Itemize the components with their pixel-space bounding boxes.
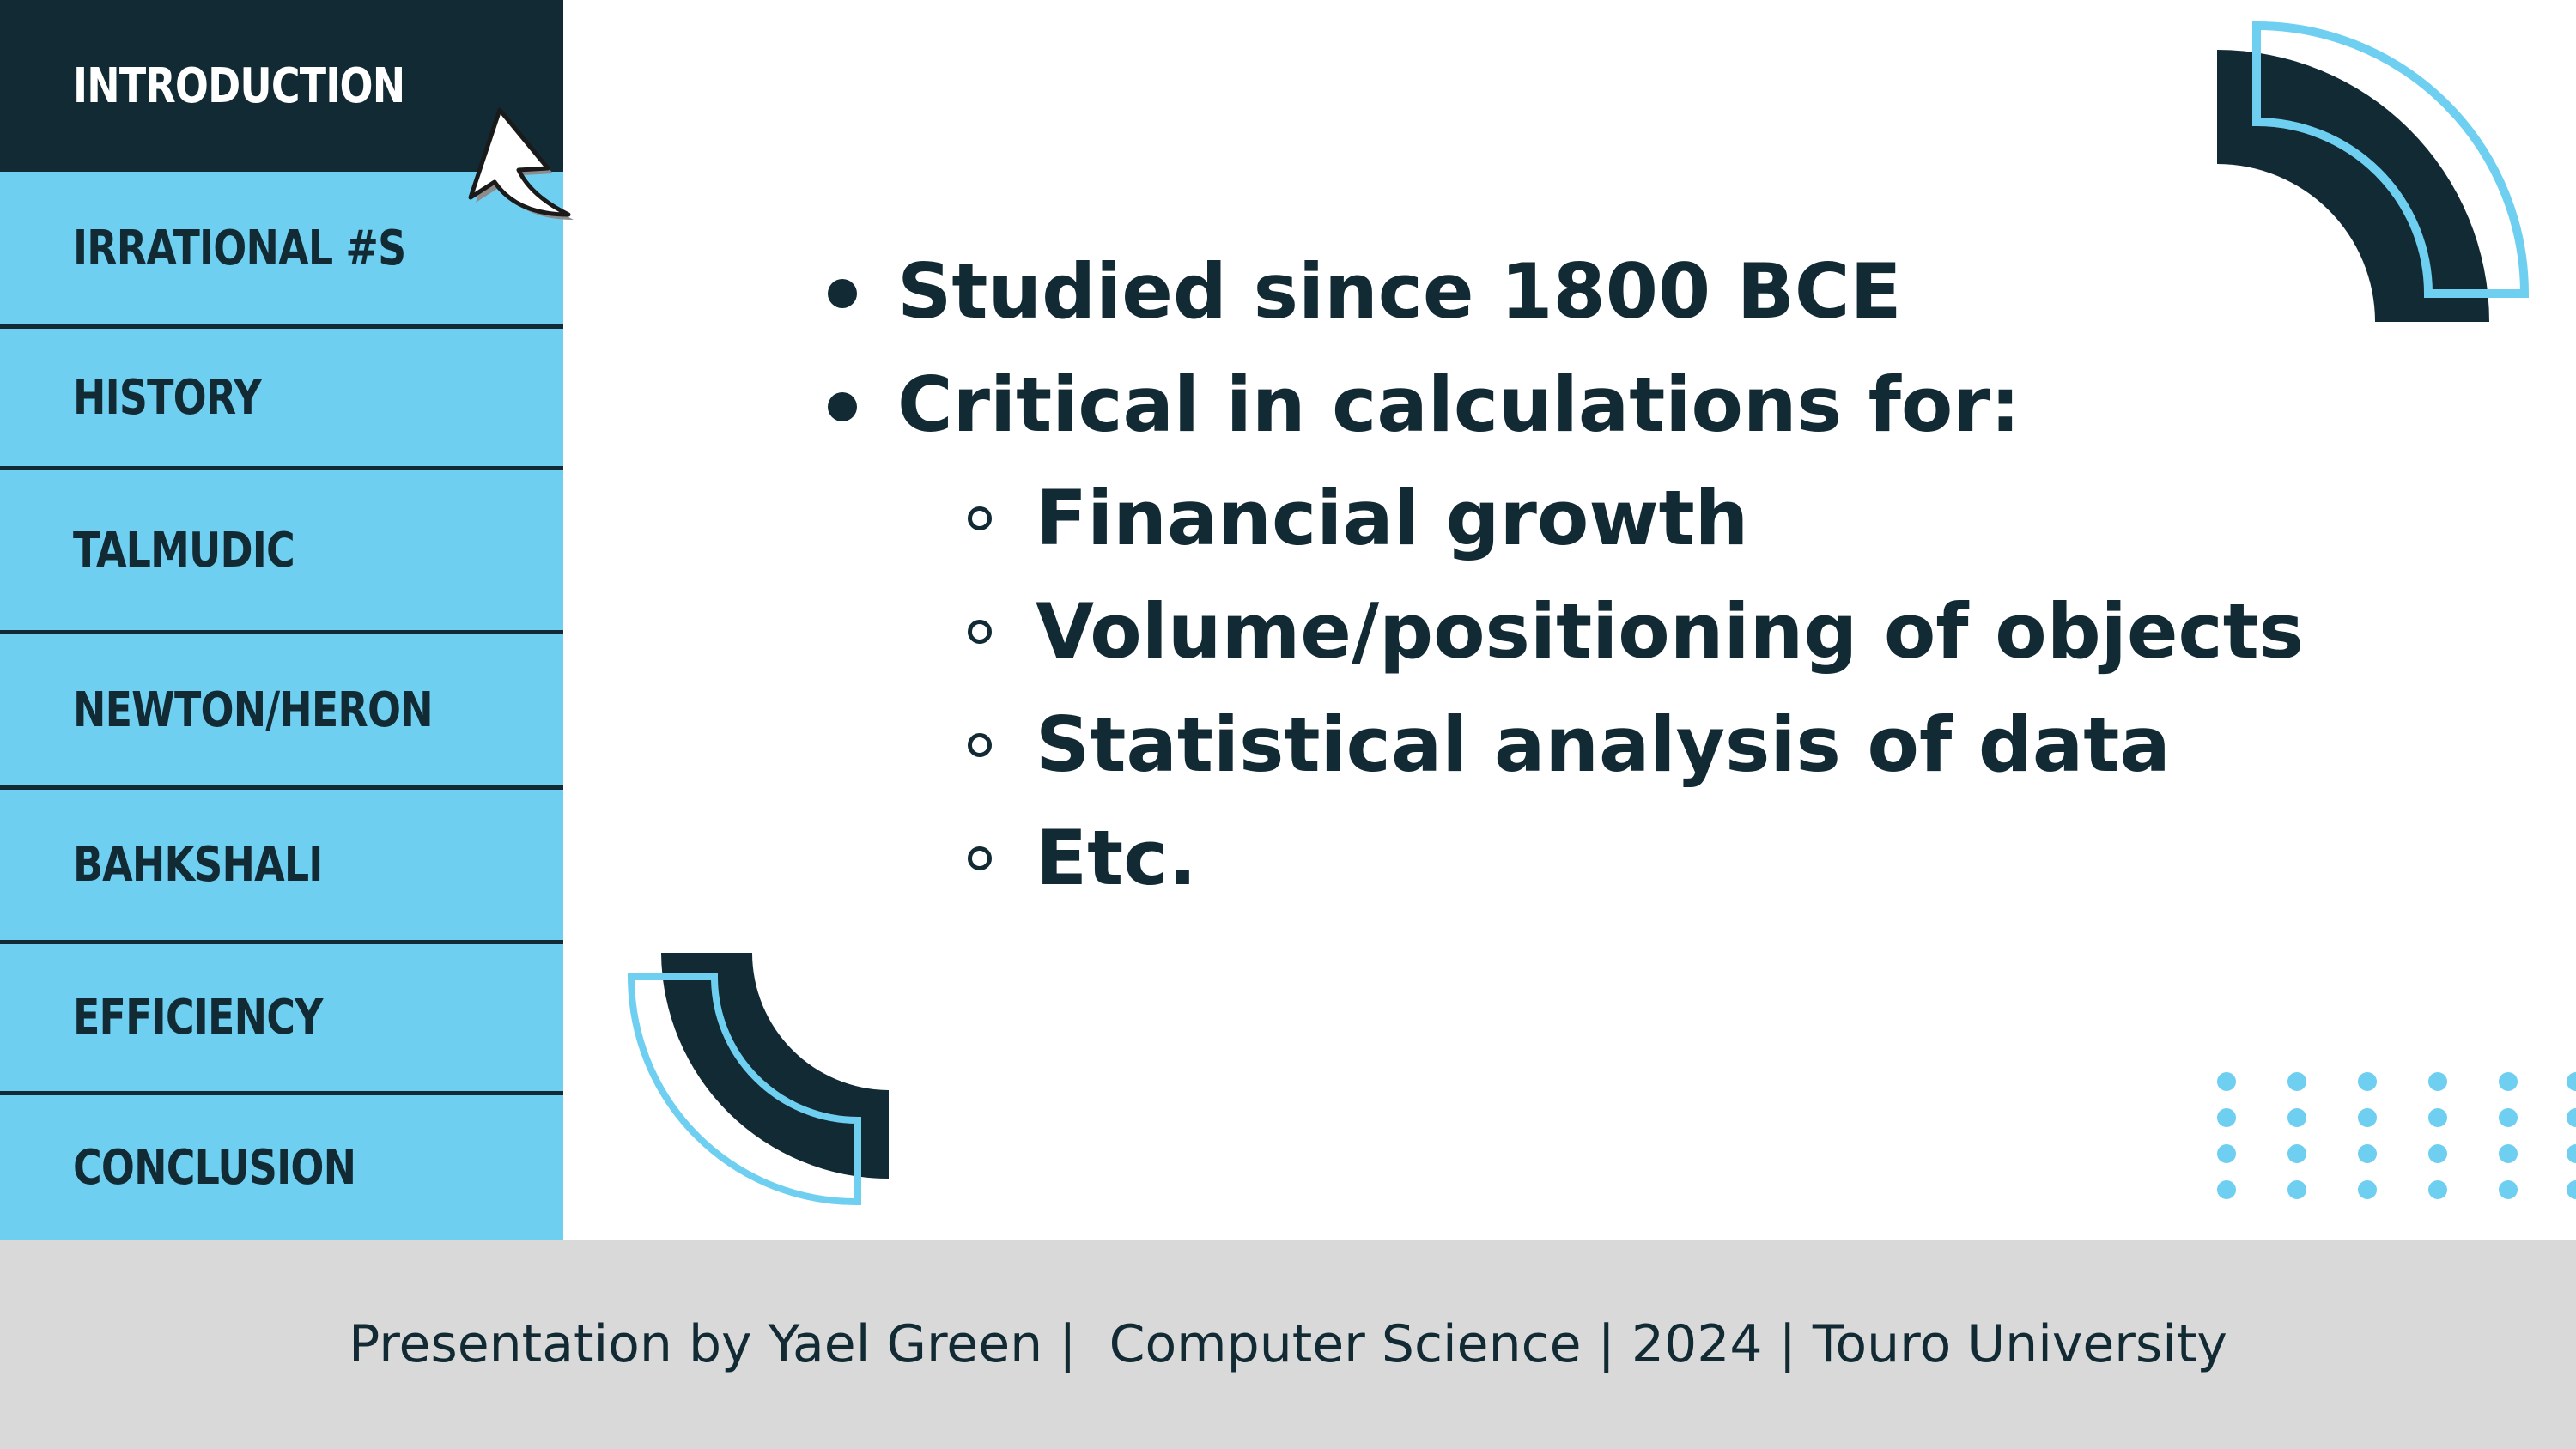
sidebar-divider xyxy=(0,466,563,470)
sidebar-nav: INTRODUCTION IRRATIONAL #S HISTORY TALMU… xyxy=(0,0,563,1240)
sub-bullet-circle xyxy=(968,506,992,530)
footer: Presentation by Yael Green | Computer Sc… xyxy=(0,1240,2576,1449)
sidebar-item-bahkshali[interactable]: BAHKSHALI xyxy=(0,790,563,940)
sub-bullet-item: Statistical analysis of data xyxy=(1036,700,2171,789)
sidebar-item-label: EFFICIENCY xyxy=(73,990,323,1046)
sidebar-item-label: BAHKSHALI xyxy=(73,837,323,893)
sidebar-item-label: NEWTON/HERON xyxy=(73,682,434,738)
quarter-arc-decoration-top-right xyxy=(2217,21,2530,322)
sidebar-item-label: HISTORY xyxy=(73,369,262,426)
sidebar-item-newton-heron[interactable]: NEWTON/HERON xyxy=(0,634,563,785)
footer-credits: Presentation by Yael Green | Computer Sc… xyxy=(349,1314,2227,1374)
sidebar-item-conclusion[interactable]: CONCLUSION xyxy=(0,1095,563,1240)
sidebar-divider xyxy=(0,1091,563,1095)
sidebar-divider xyxy=(0,785,563,790)
bullet-dot xyxy=(828,279,857,308)
mouse-pointer-arrow-icon xyxy=(468,107,574,220)
sidebar-item-label: CONCLUSION xyxy=(73,1139,356,1196)
sidebar-item-talmudic[interactable]: TALMUDIC xyxy=(0,470,563,630)
sidebar-divider xyxy=(0,630,563,634)
bullet-dot xyxy=(828,392,857,421)
bullet-item: Critical in calculations for: xyxy=(897,361,2020,449)
sub-bullet-circle xyxy=(968,846,992,870)
sub-bullet-circle xyxy=(968,733,992,757)
sidebar-item-history[interactable]: HISTORY xyxy=(0,329,563,466)
sub-bullet-circle xyxy=(968,620,992,644)
sidebar-item-efficiency[interactable]: EFFICIENCY xyxy=(0,944,563,1091)
quarter-arc-decoration-bottom-left xyxy=(627,953,889,1206)
dot-grid-decoration xyxy=(2217,1072,2576,1199)
sidebar-divider xyxy=(0,324,563,329)
sub-bullet-item: Volume/positioning of objects xyxy=(1036,587,2305,676)
sidebar-item-introduction[interactable]: INTRODUCTION xyxy=(0,0,563,172)
sub-bullet-item: Etc. xyxy=(1036,814,1197,902)
sidebar-item-label: INTRODUCTION xyxy=(73,58,405,114)
bullet-item: Studied since 1800 BCE xyxy=(897,247,1902,336)
sidebar-item-label: IRRATIONAL #S xyxy=(73,220,406,276)
sidebar-item-label: TALMUDIC xyxy=(73,522,295,579)
sub-bullet-item: Financial growth xyxy=(1036,474,1749,562)
sidebar-item-irrational[interactable]: IRRATIONAL #S xyxy=(0,172,563,324)
sidebar-divider xyxy=(0,940,563,944)
